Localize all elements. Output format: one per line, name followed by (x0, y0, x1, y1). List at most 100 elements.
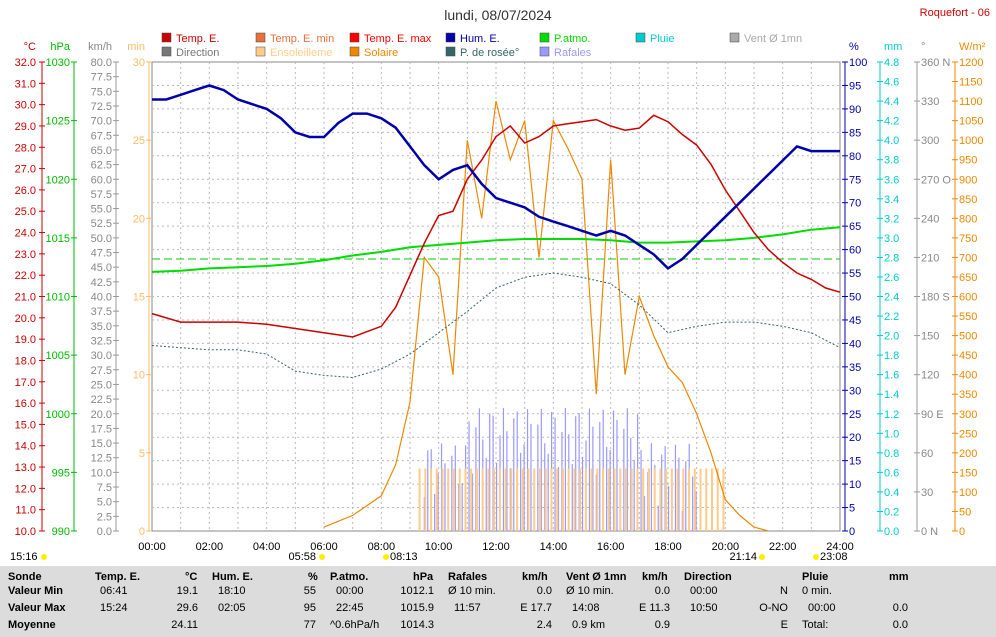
solar-axis-tick-label: 750 (959, 233, 977, 245)
sunshine-bar (544, 468, 547, 531)
sunshine-bar (722, 468, 725, 531)
col-header-direction: Direction (684, 571, 732, 583)
sunshine-bar (653, 468, 656, 531)
sunshine-bar (602, 468, 605, 531)
temp-axis-tick-label: 12.0 (15, 483, 36, 495)
gust-max: E 17.7 (520, 602, 552, 614)
min-axis-tick-label: 25 (133, 135, 145, 147)
min-axis-tick-label: 10 (133, 370, 145, 382)
sunshine-bar (647, 468, 650, 531)
sunshine-bar (561, 468, 564, 531)
sunshine-bar (504, 468, 507, 531)
rain-axis-tick-label: 2.8 (884, 252, 899, 264)
hum-axis-tick-label: 10 (849, 479, 861, 491)
temp-axis-tick-label: 23.0 (15, 249, 36, 261)
press-avg: 1014.3 (400, 619, 434, 631)
wind-axis-tick-label: 32.5 (91, 335, 112, 347)
solar-axis-tick-label: 400 (959, 370, 977, 382)
sunshine-bar (498, 468, 501, 531)
solar-axis-tick-label: 200 (959, 448, 977, 460)
wind-axis-tick-label: 12.5 (91, 453, 112, 465)
temp-axis-tick-label: 11.0 (15, 505, 36, 517)
sunshine-bar (716, 468, 719, 531)
col-unit-hum: % (308, 571, 318, 583)
hum-min-time: 18:10 (218, 585, 246, 597)
row-label-max: Valeur Max (8, 602, 66, 614)
rain-axis-tick-label: 4.6 (884, 77, 899, 89)
hum-axis-tick-label: 60 (849, 245, 861, 257)
sunshine-bar (550, 468, 553, 531)
sunshine-bar (481, 468, 484, 531)
temp-min: 19.1 (176, 585, 198, 597)
temp-axis-tick-label: 20.0 (15, 313, 36, 325)
temp-axis-tick-label: 17.0 (15, 377, 36, 389)
press-axis-tick-label: 1015 (46, 233, 70, 245)
sunshine-bar (493, 468, 496, 531)
wind-min: 0.0 (654, 585, 670, 597)
hum-axis-tick-label: 0 (849, 526, 855, 538)
wind-axis-tick-label: 47.5 (91, 248, 112, 260)
legend-swatch (349, 32, 360, 43)
solar-axis-tick-label: 950 (959, 155, 977, 167)
temp-axis-tick-label: 32.0 (15, 57, 36, 69)
hum-axis-tick-label: 85 (849, 127, 861, 139)
temp-avg: 24.11 (171, 619, 198, 631)
wind-max: E 11.3 (639, 602, 670, 614)
col-header-gust: Rafales (448, 571, 488, 583)
sunshine-bar (693, 468, 696, 531)
temp-axis-unit: °C (24, 41, 36, 53)
press-axis-tick-label: 1025 (46, 116, 70, 128)
rain-duration: 0 min. (802, 585, 832, 597)
gust-avg: 2.4 (536, 619, 552, 631)
wind-axis-tick-label: 42.5 (91, 277, 112, 289)
col-header-rain: Pluie (802, 571, 829, 583)
temp-axis-tick-label: 13.0 (15, 462, 36, 474)
wind-axis-tick-label: 2.5 (97, 511, 112, 523)
sunshine-bar (676, 468, 679, 531)
min-axis-tick-label: 15 (133, 292, 145, 304)
rain-axis-unit: mm (884, 41, 902, 53)
solar-axis-tick-label: 600 (959, 292, 977, 304)
sunshine-bar (424, 468, 427, 531)
hum-axis-tick-label: 50 (849, 292, 861, 304)
sunshine-bar (567, 468, 570, 531)
sunshine-bar (527, 468, 530, 531)
solar-axis-tick-label: 550 (959, 311, 977, 323)
solar-axis-tick-label: 50 (959, 506, 971, 518)
sunrise-label: 05:58 (288, 551, 316, 563)
gust-min: 0.0 (536, 585, 552, 597)
rain-axis-tick-label: 0.6 (884, 467, 899, 479)
sunshine-bar (688, 468, 691, 531)
moonset-icon (813, 554, 819, 560)
dir-min: N (780, 585, 788, 597)
wind-axis-unit: km/h (88, 41, 112, 53)
press-axis-tick-label: 1030 (46, 57, 70, 69)
legend-label: Ensoleilleme (270, 47, 332, 59)
solar-axis-tick-label: 800 (959, 213, 977, 225)
min-axis-tick-label: 5 (139, 448, 145, 460)
solar-axis-tick-label: 150 (959, 467, 977, 479)
solar-axis-tick-label: 1100 (959, 96, 983, 108)
wind-axis-tick-label: 62.5 (91, 160, 112, 172)
legend-swatch (255, 32, 266, 43)
wind-axis-tick-label: 55.0 (91, 204, 112, 216)
wind-axis-tick-label: 60.0 (91, 174, 112, 186)
rain-axis-tick-label: 2.0 (884, 331, 899, 343)
wind-axis-tick-label: 20.0 (91, 409, 112, 421)
rain-max-time: 00:00 (808, 602, 836, 614)
wind-distance: 0.9 km (572, 619, 606, 631)
sunshine-bar (441, 468, 444, 531)
sunshine-bar (470, 468, 473, 531)
sunshine-bar (705, 468, 708, 531)
wind-axis-tick-label: 35.0 (91, 321, 112, 333)
legend-label: Temp. E. max (364, 33, 432, 45)
rain-axis-tick-label: 3.2 (884, 213, 899, 225)
legend-label: Rafales (554, 47, 592, 59)
hum-axis-unit: % (849, 41, 859, 53)
rain-axis-tick-label: 1.8 (884, 350, 899, 362)
press-trend: ^0.6hPa/h (330, 619, 380, 631)
sunshine-bar (659, 468, 662, 531)
min-axis-unit: min (127, 41, 145, 53)
temp-max-time: 15:24 (100, 602, 128, 614)
solar-axis-tick-label: 350 (959, 389, 977, 401)
